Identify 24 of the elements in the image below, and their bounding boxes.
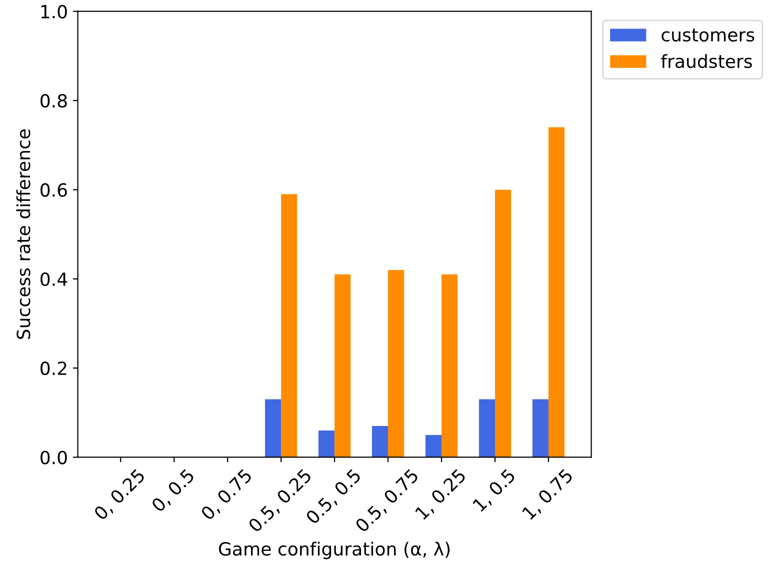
bar (478, 399, 496, 458)
bar (318, 430, 335, 458)
y-tick-label: 0.4 (40, 272, 68, 286)
y-tick-label: 0.8 (40, 94, 67, 108)
bar (388, 270, 404, 458)
bar (372, 426, 388, 458)
x-axis-title: Game configuration (α, λ) (218, 542, 450, 560)
legend-label: fraudsters (661, 54, 752, 68)
bar (532, 399, 548, 458)
y-tick-label: 1.0 (41, 4, 67, 18)
bar (495, 190, 512, 458)
y-tick-label: 0.0 (40, 450, 67, 464)
x-tick-label: 0, 0.5 (150, 468, 196, 514)
bar (442, 274, 458, 458)
bar (281, 194, 298, 458)
y-tick-label: 0.2 (40, 362, 66, 376)
x-tick-label: 1, 0.5 (472, 468, 518, 514)
bar (334, 274, 351, 458)
bar (548, 127, 565, 458)
bar (425, 434, 442, 458)
y-axis-title: Success rate difference (16, 129, 30, 339)
legend-label: customers (662, 28, 754, 42)
y-tick-label: 0.6 (40, 183, 67, 197)
bar (265, 399, 282, 458)
